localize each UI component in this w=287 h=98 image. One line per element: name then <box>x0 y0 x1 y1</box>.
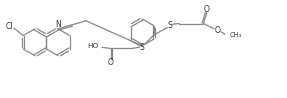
Text: O: O <box>204 5 210 14</box>
Text: O: O <box>215 26 221 35</box>
Text: N: N <box>56 20 61 29</box>
Text: S: S <box>168 21 172 30</box>
Text: O: O <box>108 58 114 67</box>
Text: S: S <box>139 43 144 52</box>
Text: CH₃: CH₃ <box>230 32 242 38</box>
Text: Cl: Cl <box>6 23 13 31</box>
Text: HO: HO <box>87 43 98 49</box>
